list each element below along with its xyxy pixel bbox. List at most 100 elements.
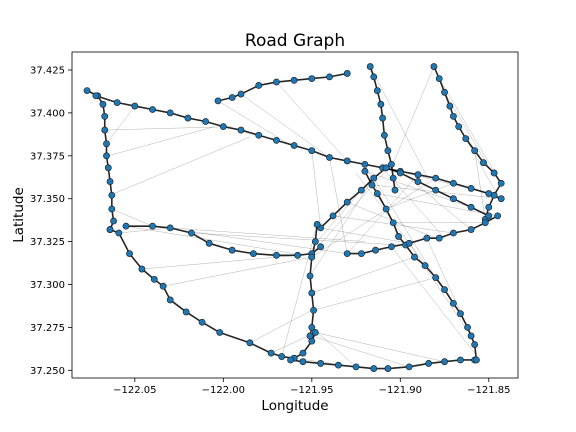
graph-node bbox=[228, 246, 236, 254]
graph-node bbox=[317, 243, 325, 251]
graph-edge-link bbox=[313, 277, 436, 311]
graph-node bbox=[294, 251, 302, 259]
graph-node bbox=[467, 332, 475, 340]
graph-edge-link bbox=[439, 78, 502, 184]
graph-node bbox=[237, 126, 245, 134]
graph-node bbox=[370, 73, 378, 81]
graph-edge-link bbox=[170, 227, 365, 242]
graph-node bbox=[377, 100, 385, 108]
graph-node bbox=[106, 226, 114, 233]
graph-node bbox=[334, 361, 342, 369]
graph-edge-link bbox=[386, 183, 454, 210]
graph-node bbox=[104, 164, 112, 172]
plot-frame bbox=[71, 51, 519, 379]
graph-node bbox=[108, 191, 116, 199]
x-tick-label: −121.95 bbox=[290, 385, 333, 396]
graph-node bbox=[373, 190, 381, 197]
graph-node bbox=[103, 152, 110, 160]
graph-node bbox=[389, 174, 397, 182]
graph-edge-link bbox=[391, 66, 435, 168]
graph-node bbox=[343, 70, 351, 77]
graph-node bbox=[278, 353, 286, 360]
graph-node bbox=[149, 106, 156, 113]
graph-node bbox=[308, 75, 316, 82]
graph-node bbox=[313, 221, 321, 228]
graph-node bbox=[306, 272, 314, 280]
graph-node bbox=[388, 160, 395, 168]
graph-node bbox=[216, 329, 224, 336]
graph-node bbox=[432, 274, 440, 282]
graph-node bbox=[317, 360, 325, 367]
graph-node bbox=[449, 179, 457, 187]
graph-edge-link bbox=[217, 100, 295, 148]
graph-node bbox=[435, 234, 443, 242]
graph-node bbox=[159, 282, 167, 290]
graph-node bbox=[329, 212, 337, 220]
y-tick-label: 37.325 bbox=[30, 237, 65, 248]
graph-node bbox=[326, 73, 333, 81]
graph-node bbox=[373, 87, 381, 95]
graph-node bbox=[485, 190, 493, 197]
graph-node bbox=[357, 250, 365, 258]
graph-node bbox=[449, 112, 457, 120]
graph-node bbox=[361, 167, 369, 175]
graph-node bbox=[92, 92, 100, 100]
y-axis-ticks: 37.250 37.275 37.300 37.325 37.350 37.375 37.4… bbox=[30, 66, 72, 377]
graph-node bbox=[485, 203, 493, 211]
graph-node bbox=[308, 289, 316, 297]
graph-node bbox=[441, 286, 448, 294]
graph-node bbox=[101, 126, 109, 134]
graph-node bbox=[366, 63, 374, 70]
nodes-layer bbox=[83, 63, 505, 372]
graph-node bbox=[467, 203, 475, 211]
graph-edge-link bbox=[118, 227, 171, 234]
graph-node bbox=[290, 76, 298, 84]
road-edge-south-loop bbox=[293, 332, 317, 359]
graph-node bbox=[405, 239, 413, 247]
graph-node bbox=[425, 360, 433, 367]
graph-node bbox=[414, 171, 422, 179]
graph-edge-link bbox=[347, 174, 419, 254]
graph-node bbox=[396, 169, 404, 177]
graph-edge-link bbox=[316, 189, 362, 242]
graph-node bbox=[497, 179, 505, 187]
graph-node bbox=[455, 123, 463, 131]
graph-node bbox=[485, 212, 493, 220]
graph-node bbox=[343, 157, 351, 165]
graph-node bbox=[435, 75, 443, 82]
x-tick-label: −121.90 bbox=[379, 385, 422, 396]
graph-edge-link bbox=[320, 227, 410, 244]
graph-edge-link bbox=[391, 246, 481, 361]
graph-node bbox=[287, 356, 294, 364]
graph-node bbox=[228, 94, 236, 101]
graph-edge-link bbox=[369, 66, 428, 177]
graph-edge-link bbox=[329, 157, 348, 254]
graph-edge-link bbox=[377, 193, 498, 217]
chart-title: Road Graph bbox=[245, 31, 345, 51]
graph-node bbox=[310, 306, 317, 314]
graph-node bbox=[368, 181, 376, 189]
graph-edge-link bbox=[276, 81, 348, 162]
graph-node bbox=[115, 229, 123, 237]
graph-edge-link bbox=[106, 105, 136, 144]
x-axis-title: Longitude bbox=[261, 398, 328, 414]
graph-node bbox=[103, 140, 110, 148]
graph-node bbox=[99, 100, 107, 108]
graph-node bbox=[106, 178, 114, 185]
graph-node bbox=[308, 147, 316, 155]
graph-node bbox=[326, 154, 333, 161]
graph-node bbox=[384, 147, 392, 155]
graph-node bbox=[380, 131, 388, 139]
graph-edge-link bbox=[311, 164, 392, 254]
graph-node bbox=[432, 186, 440, 194]
graph-node bbox=[83, 87, 91, 95]
graph-node bbox=[246, 339, 254, 347]
x-axis-ticks: −122.05 −122.00 −121.95 −121.90 −121.85 bbox=[113, 378, 510, 396]
graph-node bbox=[497, 195, 505, 203]
graph-edge-link bbox=[240, 93, 330, 158]
graph-node bbox=[462, 135, 470, 143]
graph-node bbox=[391, 186, 399, 194]
graph-edge-link bbox=[111, 208, 153, 227]
graph-node bbox=[449, 229, 457, 237]
